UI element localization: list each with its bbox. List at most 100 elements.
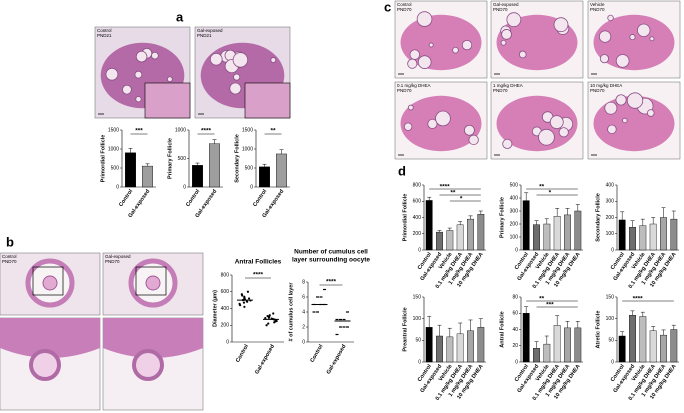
point	[339, 326, 342, 328]
point	[268, 315, 271, 318]
y-axis-label: Primary Follicle	[167, 138, 173, 179]
y-tick-label: 300	[510, 208, 519, 214]
y-tick-label: 0	[418, 359, 421, 365]
panel-label: d	[398, 163, 406, 178]
follicle	[134, 70, 143, 79]
y-tick-label: 50	[415, 338, 421, 344]
y-tick-label: 500	[510, 182, 519, 188]
y-tick-label: 0	[515, 359, 518, 365]
bar	[125, 152, 136, 188]
bar	[543, 343, 551, 363]
y-tick-label: 1000	[108, 146, 119, 152]
y-axis-label: Diameter (µm)	[212, 290, 218, 327]
bar	[670, 218, 678, 251]
point	[247, 297, 251, 300]
follicle	[502, 138, 513, 149]
y-tick-label: 0	[611, 359, 614, 365]
bar	[446, 230, 454, 251]
significance: **	[539, 296, 545, 303]
point	[312, 311, 316, 313]
y-tick-label: 60	[512, 311, 518, 317]
follicle	[229, 82, 242, 95]
y-axis-label: Atretic Follicle	[595, 311, 601, 349]
panel-label: b	[6, 234, 14, 249]
bar	[142, 165, 153, 188]
point	[323, 288, 326, 291]
follicle	[622, 117, 628, 124]
bar	[456, 224, 464, 251]
follicle	[468, 134, 479, 146]
image-label: 1 mg/kg DHEA	[493, 83, 523, 88]
follicle	[428, 42, 434, 48]
inset	[144, 82, 191, 119]
bar	[276, 153, 287, 188]
y-tick-label: 400	[606, 182, 615, 188]
image-sublabel: PND70	[493, 7, 508, 12]
y-axis-label: Secondary Follicle	[595, 193, 601, 242]
significance: ****	[440, 184, 451, 191]
y-tick-label: 1000	[242, 146, 253, 152]
point	[346, 326, 349, 328]
follicle	[549, 115, 564, 130]
y-tick-label: 0	[250, 184, 253, 190]
bar	[564, 327, 571, 363]
image-label: Control	[397, 2, 412, 7]
y-tick-label: 4	[302, 309, 305, 315]
x-tick-label: Control	[252, 188, 268, 208]
follicle	[417, 55, 432, 69]
bar	[553, 325, 561, 363]
bar	[574, 210, 582, 251]
image-label: Gal-exposed	[493, 2, 519, 7]
bar	[477, 214, 485, 251]
bar	[660, 217, 667, 251]
y-tick-label: 100	[606, 316, 615, 322]
y-tick-label: 200	[510, 221, 519, 227]
y-axis-label: # of cumulus cell layer	[288, 282, 294, 342]
bar	[436, 231, 443, 251]
follicle	[407, 58, 418, 69]
follicle	[151, 51, 159, 60]
point	[342, 318, 346, 321]
bar	[670, 329, 678, 363]
y-tick-label: 50	[608, 338, 614, 344]
y-tick-label: 400	[413, 215, 422, 221]
y-tick-label: 6	[302, 294, 305, 300]
bar	[209, 143, 220, 188]
bar	[436, 335, 443, 363]
y-axis-label: Primary Follicle	[499, 197, 505, 238]
follicle	[409, 49, 421, 60]
y-tick-label: 80	[512, 294, 518, 300]
follicle	[427, 118, 438, 129]
y-tick-label: 1500	[242, 127, 253, 133]
significance: ****	[253, 272, 264, 279]
point	[265, 324, 268, 327]
oocyte-zoom	[132, 349, 164, 381]
point	[240, 293, 243, 296]
significance: ***	[135, 128, 143, 135]
significance: ***	[546, 302, 554, 309]
y-tick-label: 0	[116, 184, 119, 190]
x-tick-label: Control	[235, 343, 250, 363]
bar	[649, 223, 657, 251]
point	[316, 311, 319, 313]
bar	[533, 224, 540, 251]
point	[242, 301, 246, 304]
point	[335, 318, 339, 321]
x-tick-label: Gal-exposed	[326, 344, 348, 376]
bar	[467, 218, 474, 251]
image-label: Gal-exposed	[105, 254, 131, 259]
image-label: Control	[97, 28, 112, 33]
y-tick-label: 1000	[175, 127, 186, 133]
significance: *	[460, 196, 463, 203]
y-axis-label: Preantral Follicle	[402, 307, 408, 351]
significance: **	[270, 128, 276, 135]
point	[272, 312, 275, 315]
follicle	[518, 50, 527, 59]
point	[266, 314, 269, 318]
image-sublabel: PND70	[590, 7, 605, 12]
image-sublabel: PND70	[493, 88, 508, 93]
follicle	[558, 127, 569, 138]
y-tick-label: 400	[510, 195, 519, 201]
point	[238, 302, 241, 305]
point	[243, 305, 246, 308]
